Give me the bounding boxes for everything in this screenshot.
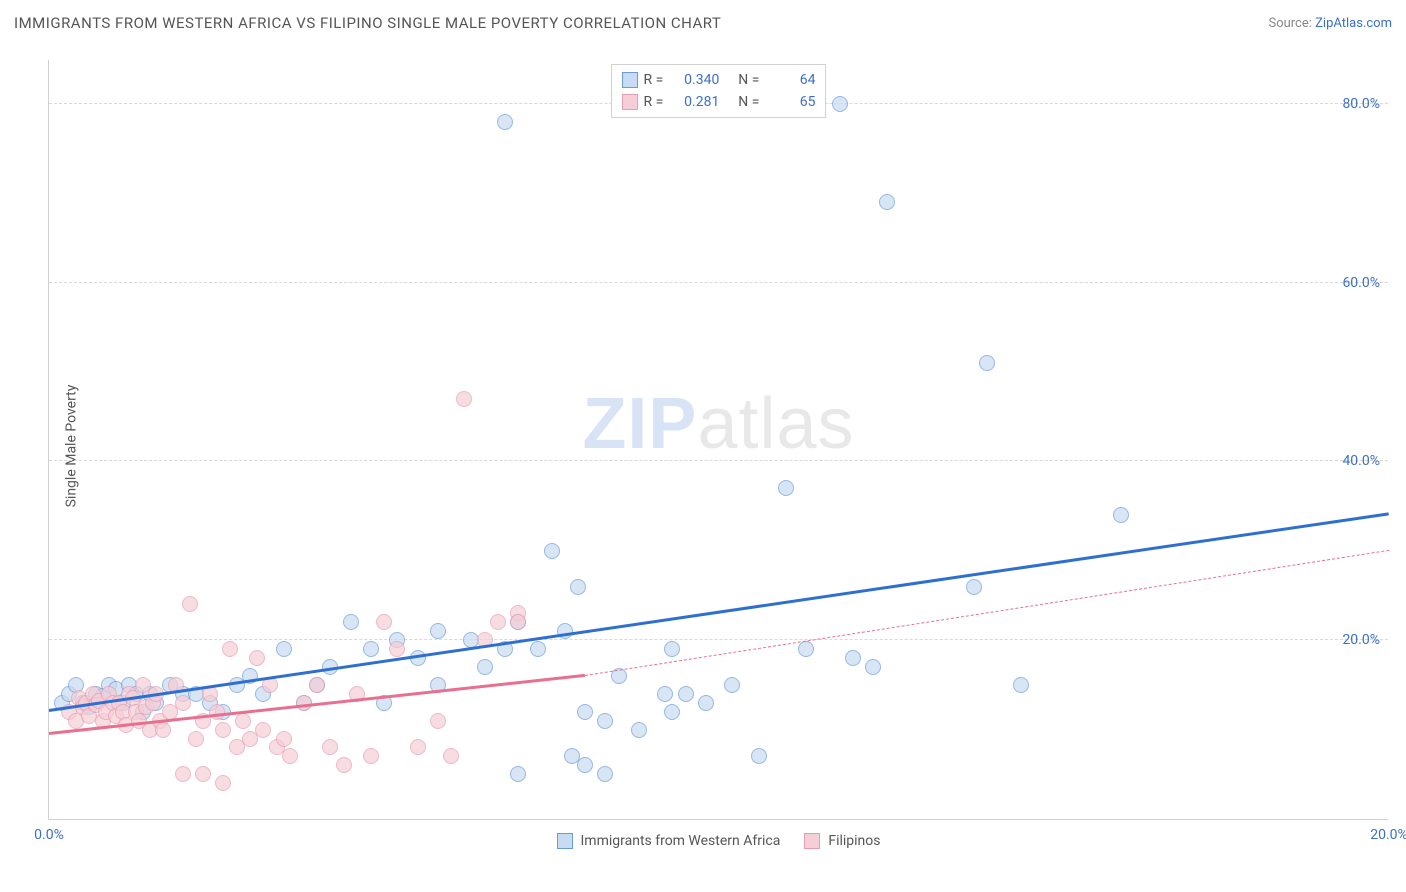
data-point — [879, 194, 895, 210]
data-point — [664, 641, 680, 657]
data-point — [282, 748, 298, 764]
legend-item: Immigrants from Western Africa — [556, 833, 780, 849]
legend-swatch — [622, 72, 638, 88]
watermark: ZIPatlas — [582, 383, 854, 465]
data-point — [865, 659, 881, 675]
scatter-plot: ZIPatlas 20.0%40.0%60.0%80.0%0.0%20.0%R … — [48, 60, 1388, 820]
data-point — [510, 766, 526, 782]
data-point — [597, 766, 613, 782]
data-point — [255, 722, 271, 738]
r-label: R = — [644, 69, 664, 91]
data-point — [597, 713, 613, 729]
data-point — [188, 731, 204, 747]
data-point — [195, 766, 211, 782]
data-point — [497, 114, 513, 130]
gridline — [49, 282, 1388, 283]
data-point — [276, 641, 292, 657]
data-point — [778, 480, 794, 496]
data-point — [530, 641, 546, 657]
gridline — [49, 460, 1388, 461]
data-point — [430, 713, 446, 729]
data-point — [343, 614, 359, 630]
legend-swatch — [622, 94, 638, 110]
data-point — [798, 641, 814, 657]
data-point — [175, 766, 191, 782]
data-point — [376, 614, 392, 630]
legend-swatch — [804, 833, 820, 849]
data-point — [724, 677, 740, 693]
chart-title: IMMIGRANTS FROM WESTERN AFRICA VS FILIPI… — [14, 14, 721, 32]
data-point — [209, 704, 225, 720]
y-tick-label: 80.0% — [1342, 96, 1380, 112]
source-label: Source: — [1268, 16, 1315, 31]
data-point — [544, 543, 560, 559]
legend-label: Immigrants from Western Africa — [580, 833, 780, 849]
legend-item: Filipinos — [804, 833, 880, 849]
data-point — [389, 641, 405, 657]
data-point — [182, 596, 198, 612]
data-point — [477, 659, 493, 675]
n-label: N = — [738, 91, 759, 113]
data-point — [1113, 507, 1129, 523]
data-point — [490, 614, 506, 630]
r-value: 0.281 — [669, 91, 719, 113]
series-legend: Immigrants from Western Africa Filipinos — [556, 833, 880, 849]
data-point — [832, 96, 848, 112]
data-point — [215, 775, 231, 791]
data-point — [577, 704, 593, 720]
r-label: R = — [644, 91, 664, 113]
correlation-stats-legend: R =0.340 N = 64 R =0.281 N = 65 — [611, 64, 827, 118]
data-point — [664, 704, 680, 720]
data-point — [631, 722, 647, 738]
x-tick-label: 0.0% — [34, 827, 64, 843]
n-label: N = — [738, 69, 759, 91]
watermark-part2: atlas — [697, 384, 854, 464]
data-point — [698, 695, 714, 711]
legend-swatch — [556, 833, 572, 849]
n-value: 64 — [765, 69, 815, 91]
data-point — [678, 686, 694, 702]
data-point — [215, 722, 231, 738]
data-point — [570, 579, 586, 595]
data-point — [845, 650, 861, 666]
data-point — [1013, 677, 1029, 693]
data-point — [456, 391, 472, 407]
chart-source: Source: ZipAtlas.com — [1268, 16, 1392, 31]
y-tick-label: 40.0% — [1342, 453, 1380, 469]
data-point — [235, 713, 251, 729]
data-point — [979, 355, 995, 371]
data-point — [322, 739, 338, 755]
data-point — [577, 757, 593, 773]
n-value: 65 — [765, 91, 815, 113]
data-point — [363, 748, 379, 764]
stats-row: R =0.340 N = 64 — [622, 69, 816, 91]
data-point — [276, 731, 292, 747]
r-value: 0.340 — [669, 69, 719, 91]
data-point — [155, 722, 171, 738]
data-point — [249, 650, 265, 666]
y-tick-label: 60.0% — [1342, 275, 1380, 291]
trendline — [49, 512, 1389, 712]
gridline — [49, 639, 1388, 640]
y-tick-label: 20.0% — [1342, 632, 1380, 648]
legend-label: Filipinos — [828, 833, 880, 849]
data-point — [657, 686, 673, 702]
stats-row: R =0.281 N = 65 — [622, 91, 816, 113]
source-link[interactable]: ZipAtlas.com — [1315, 16, 1392, 31]
data-point — [363, 641, 379, 657]
data-point — [175, 695, 191, 711]
data-point — [751, 748, 767, 764]
data-point — [510, 614, 526, 630]
data-point — [430, 623, 446, 639]
data-point — [309, 677, 325, 693]
data-point — [222, 641, 238, 657]
chart-header: IMMIGRANTS FROM WESTERN AFRICA VS FILIPI… — [0, 0, 1406, 46]
data-point — [966, 579, 982, 595]
data-point — [443, 748, 459, 764]
x-tick-label: 20.0% — [1370, 827, 1406, 843]
data-point — [336, 757, 352, 773]
watermark-part1: ZIP — [582, 384, 697, 464]
data-point — [410, 739, 426, 755]
